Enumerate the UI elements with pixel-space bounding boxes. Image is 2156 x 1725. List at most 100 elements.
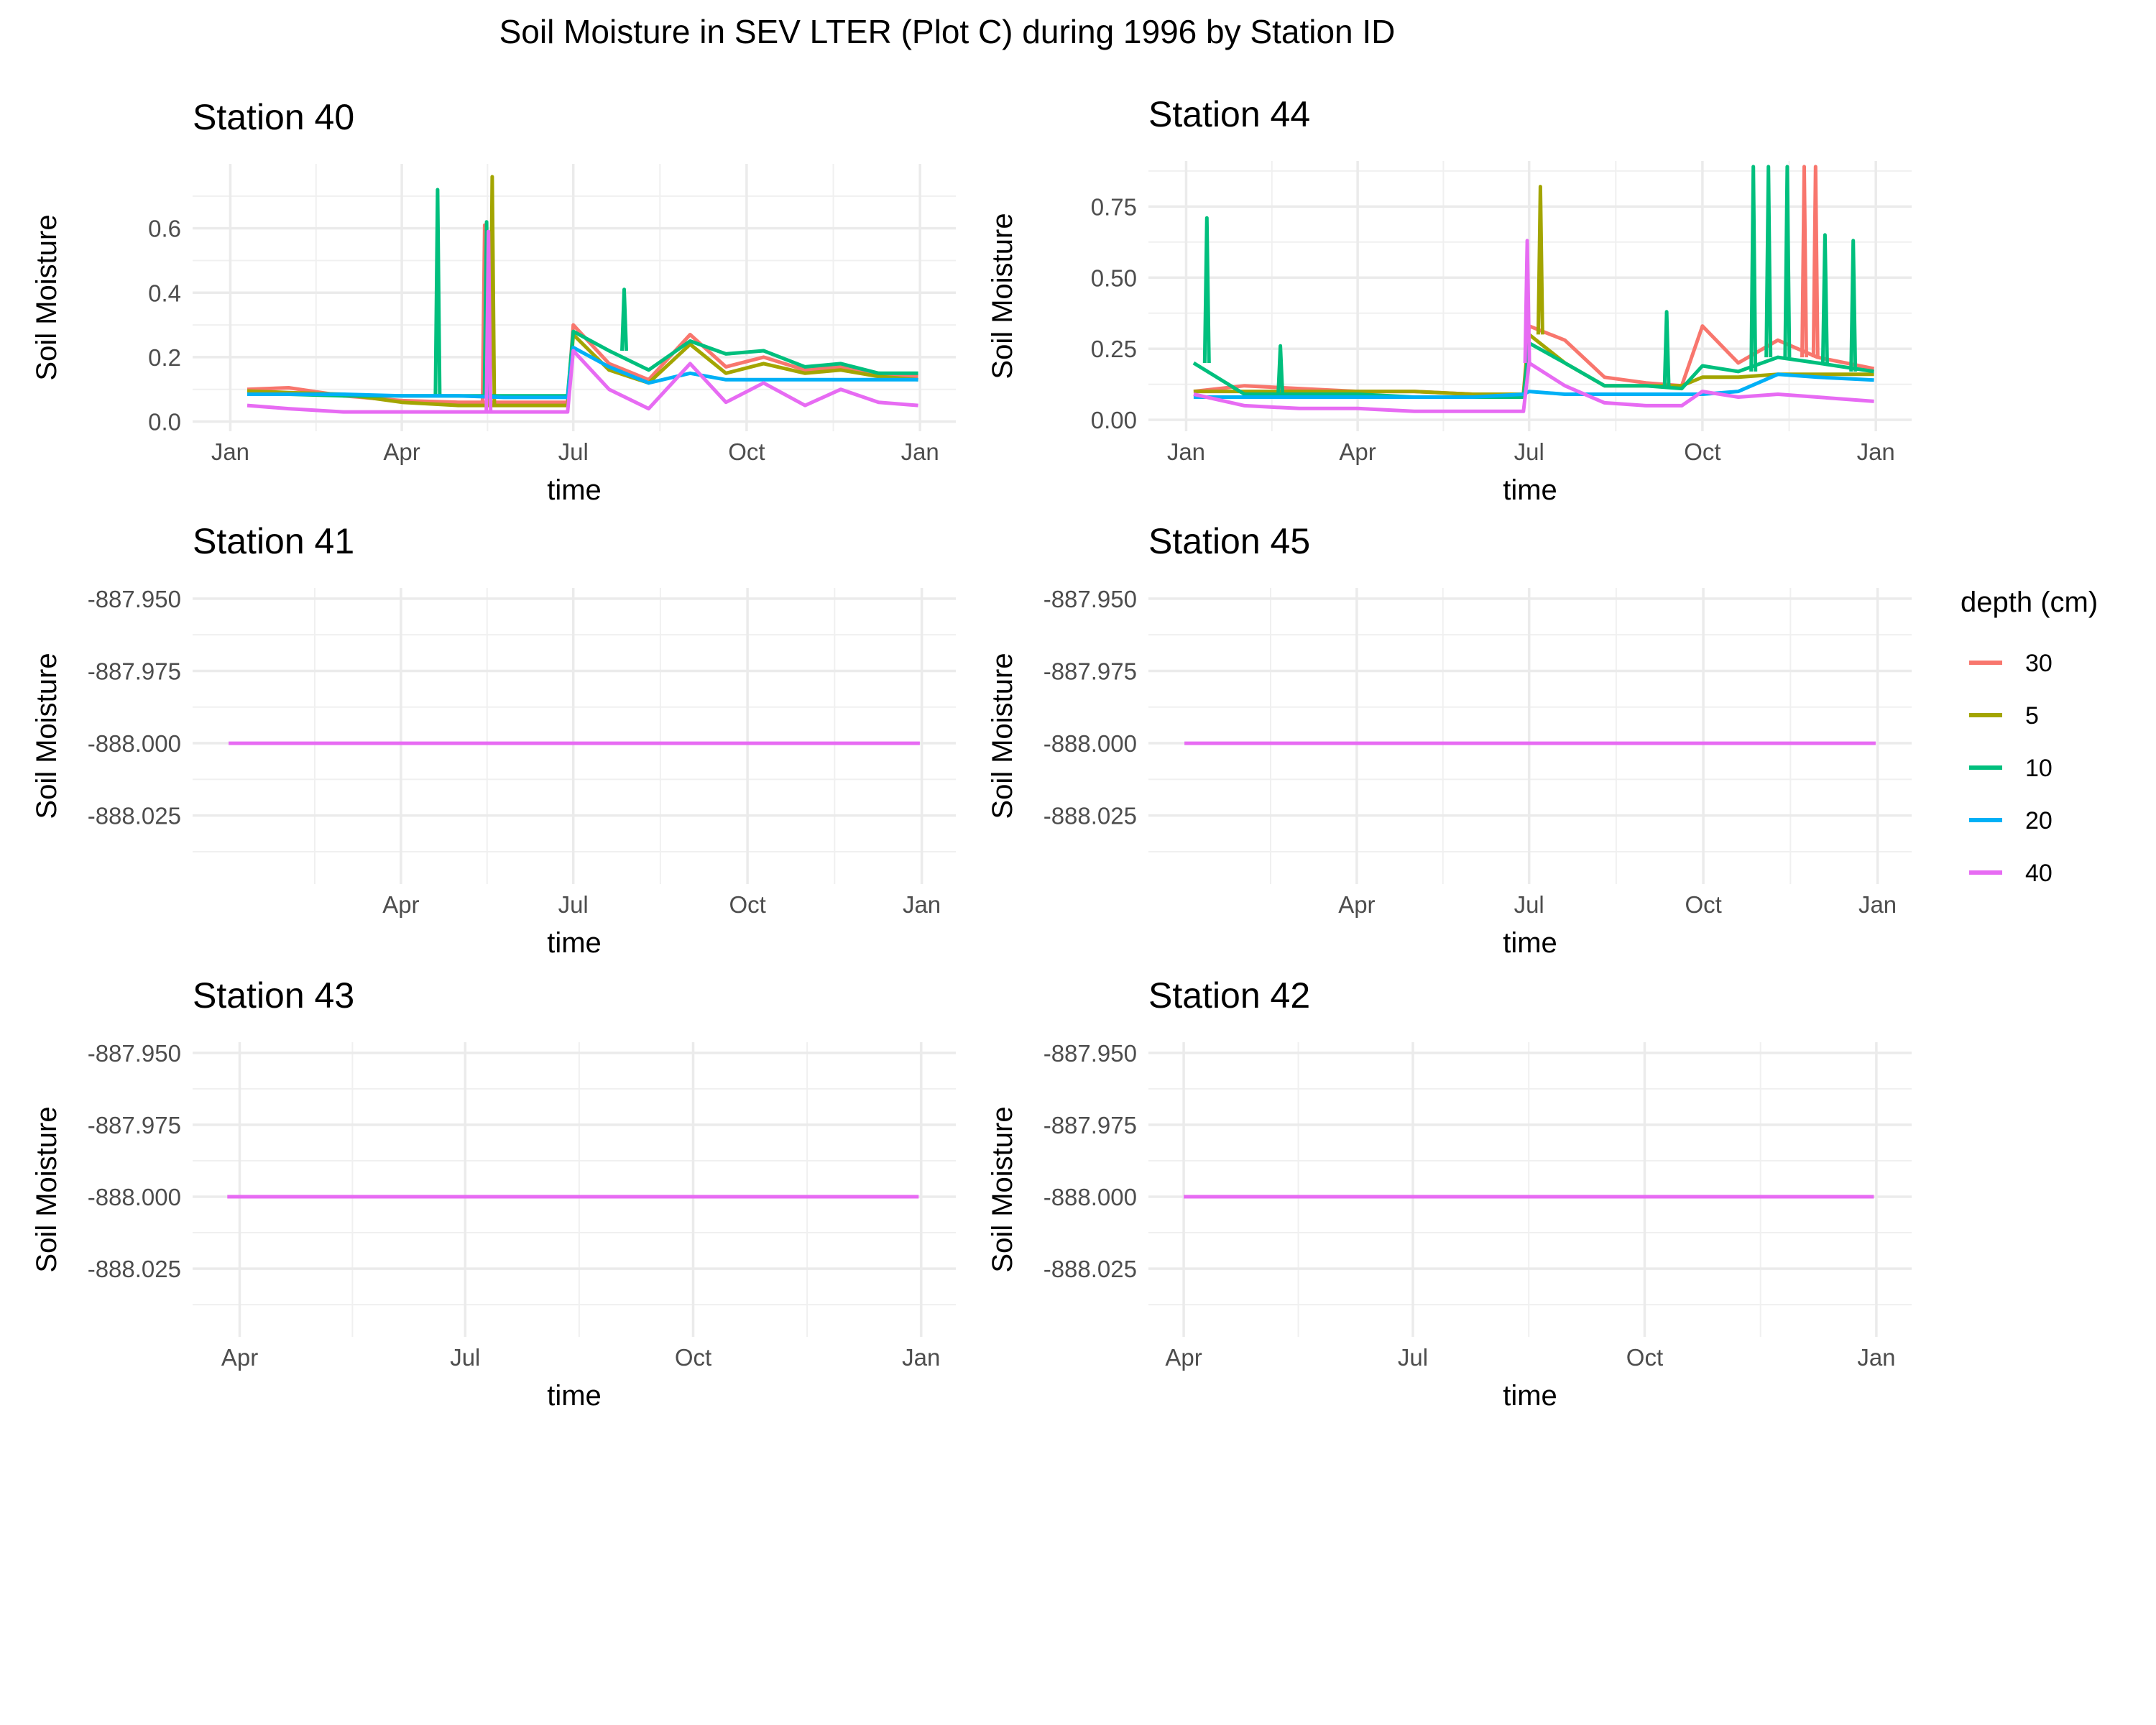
y-tick-label: -887.950 (1044, 586, 1137, 612)
legend-items: 30 5 10 20 40 (1969, 650, 2053, 887)
x-tick-label: Jul (1398, 1344, 1428, 1371)
legend-item: 40 (1969, 860, 2053, 887)
series-peak (1849, 239, 1858, 372)
series-line (1193, 372, 1874, 399)
y-tick-label: -888.000 (88, 730, 181, 757)
panel-title: Station 42 (1148, 975, 1310, 1016)
panel: Apr Jul Oct Jan -887.950 -887.975 -888.000 -888… (987, 975, 1912, 1412)
y-tick-label: -887.950 (88, 586, 181, 612)
y-tick-label: -887.950 (88, 1040, 181, 1067)
series-line (247, 346, 918, 400)
panel-title: Station 45 (1148, 521, 1310, 561)
x-tick-label: Jan (901, 438, 939, 465)
y-axis-label: Soil Moisture (31, 214, 63, 380)
legend-item: 20 (1969, 807, 2053, 834)
series-line (247, 349, 918, 414)
y-tick-label: -887.975 (1044, 1112, 1137, 1138)
y-tick-label: 0.0 (148, 409, 181, 436)
y-axis-label: Soil Moisture (987, 213, 1018, 379)
legend-item: 5 (1969, 702, 2039, 730)
x-tick-label: Apr (1165, 1344, 1202, 1371)
series-peak (1820, 233, 1829, 364)
x-tick-label: Apr (221, 1344, 258, 1371)
y-tick-label: -888.025 (1044, 803, 1137, 829)
series-peak (1536, 185, 1544, 335)
panel: Jan Apr Jul Oct Jan 0.00 0.25 0.50 0.75 Station 4… (987, 94, 1912, 506)
panel-title: Station 41 (193, 521, 354, 561)
panel: Apr Jul Oct Jan -887.950 -887.975 -888.000 -888… (31, 975, 956, 1412)
legend-title: depth (cm) (1961, 586, 2098, 618)
legend-item: 10 (1969, 755, 2053, 782)
series-line (247, 329, 918, 398)
x-axis-label: time (1503, 927, 1557, 959)
y-tick-label: -888.025 (1044, 1256, 1137, 1282)
x-tick-label: Apr (383, 438, 420, 465)
y-tick-label: -888.000 (88, 1184, 181, 1210)
panel-title: Station 43 (193, 975, 354, 1016)
series-peak (1276, 344, 1285, 395)
x-tick-label: Oct (1685, 891, 1721, 918)
legend-item: 30 (1969, 650, 2053, 677)
y-tick-label: 0.4 (148, 280, 181, 306)
series-peak (1749, 165, 1758, 372)
y-tick-label: 0.00 (1091, 407, 1137, 433)
y-tick-label: -888.000 (1044, 730, 1137, 757)
series-peak (1662, 310, 1671, 389)
series-peak (1764, 165, 1773, 358)
y-tick-label: -888.000 (1044, 1184, 1137, 1210)
series-peak (1783, 165, 1792, 358)
panel: Jan Apr Jul Oct Jan 0.0 0.2 0.4 0.6 Station 40 tim… (31, 97, 956, 506)
x-tick-label: Oct (1684, 438, 1720, 465)
x-tick-label: Oct (675, 1344, 711, 1371)
y-tick-label: 0.6 (148, 216, 181, 242)
y-tick-label: 0.75 (1091, 193, 1137, 220)
x-tick-label: Jan (903, 891, 941, 918)
x-tick-label: Apr (1339, 438, 1376, 465)
series-peak (1202, 216, 1211, 364)
series-peak (1811, 165, 1820, 358)
x-tick-label: Jan (1858, 891, 1897, 918)
x-tick-label: Jul (558, 438, 589, 465)
panel-title: Station 40 (193, 97, 354, 137)
y-tick-label: -887.975 (88, 658, 181, 684)
figure-title: Soil Moisture in SEV LTER (Plot C) durin… (499, 13, 1396, 50)
panel: Apr Jul Oct Jan -887.950 -887.975 -888.000 -888… (31, 521, 956, 959)
y-axis-label: Soil Moisture (987, 653, 1018, 819)
x-tick-label: Jan (211, 438, 249, 465)
series-line (1193, 361, 1874, 413)
legend-label: 20 (2025, 807, 2053, 834)
legend-label: 40 (2025, 860, 2053, 887)
x-tick-label: Jul (450, 1344, 480, 1371)
legend: depth (cm) 30 5 10 20 40 (1961, 586, 2098, 887)
legend-label: 5 (2025, 702, 2039, 730)
y-tick-label: -887.950 (1044, 1040, 1137, 1067)
x-tick-label: Jan (1857, 1344, 1895, 1371)
y-tick-label: -888.025 (88, 803, 181, 829)
x-tick-label: Jul (1514, 438, 1544, 465)
series-peak (1800, 165, 1808, 358)
x-tick-label: Jul (558, 891, 589, 918)
panel: Apr Jul Oct Jan -887.950 -887.975 -888.000 -888… (987, 521, 1912, 959)
y-axis-label: Soil Moisture (987, 1106, 1018, 1272)
series-peak (433, 188, 442, 396)
x-tick-label: Jan (902, 1344, 940, 1371)
facet-panels: Jan Apr Jul Oct Jan 0.0 0.2 0.4 0.6 Station 40 tim… (31, 94, 1912, 1412)
x-axis-label: time (1503, 474, 1557, 506)
x-tick-label: Jul (1514, 891, 1544, 918)
legend-label: 30 (2025, 650, 2053, 677)
y-tick-label: 0.2 (148, 344, 181, 371)
y-axis-label: Soil Moisture (31, 653, 63, 819)
x-tick-label: Apr (382, 891, 419, 918)
series-peak (484, 229, 493, 413)
x-tick-label: Apr (1338, 891, 1375, 918)
x-axis-label: time (547, 927, 602, 959)
y-tick-label: -887.975 (1044, 658, 1137, 684)
x-tick-label: Oct (728, 438, 765, 465)
legend-label: 10 (2025, 755, 2053, 782)
x-tick-label: Oct (729, 891, 765, 918)
series-peak (620, 288, 628, 351)
series-line (247, 333, 918, 408)
y-tick-label: -888.025 (88, 1256, 181, 1282)
x-tick-label: Oct (1626, 1344, 1663, 1371)
